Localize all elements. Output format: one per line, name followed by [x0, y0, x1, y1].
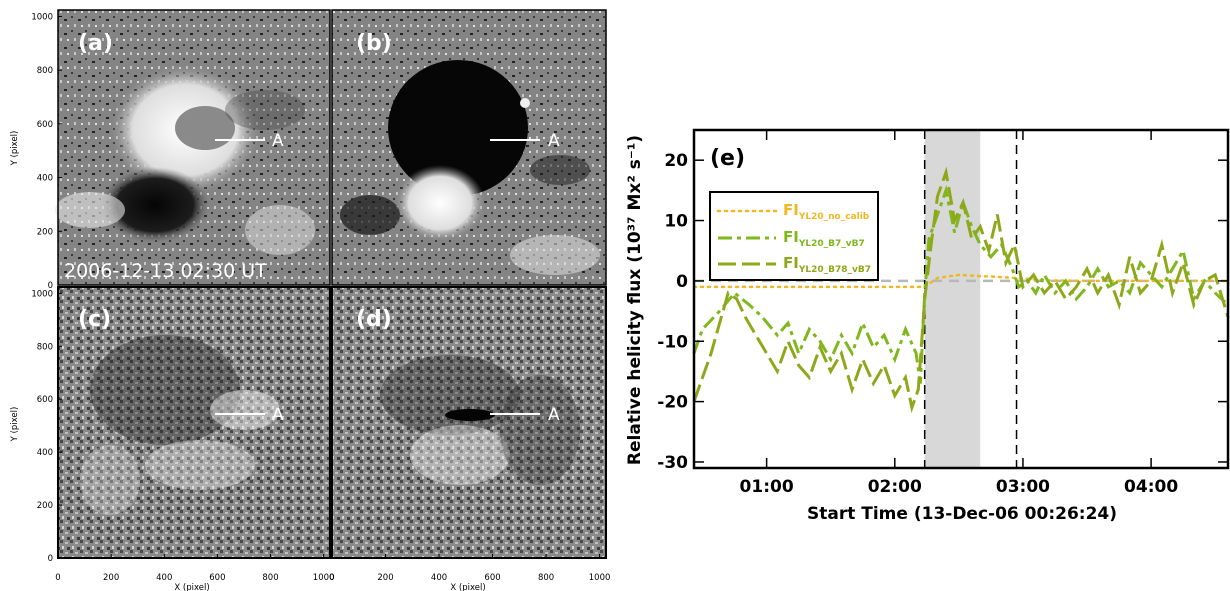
series-layer	[692, 166, 1230, 414]
plot-frame	[692, 128, 1230, 470]
panel-c: A (c)	[57, 286, 331, 559]
positive-polarity-region	[395, 165, 485, 241]
map-y-tick-label: 200	[37, 501, 53, 511]
map-x-tick-label: 200	[103, 573, 119, 583]
negative-polarity-region	[100, 167, 210, 243]
series-line-yl20-b7-vb7	[692, 184, 1230, 384]
map-x-tick-label: 800	[262, 573, 278, 583]
map-y-tick-label: 1000	[31, 289, 53, 299]
y-tick-label: 0	[676, 272, 688, 292]
panel-tag: (e)	[710, 146, 745, 171]
series-line-yl20-b78-vb7	[692, 166, 1230, 414]
map-x-tick-label: 600	[209, 573, 225, 583]
timestamp-label: 2006-12-13 02:30 UT	[64, 260, 267, 282]
map-y-tick-label: 800	[37, 66, 53, 76]
map-x-tick-label: 1000	[589, 573, 611, 583]
chart-ylabel: Relative helicity flux (10³⁷ Mx² s⁻¹)	[625, 135, 645, 465]
panel-a: A (a) 2006-12-13 02:30 UT	[55, 9, 331, 286]
y-tick-label: -20	[657, 393, 688, 413]
x-tick-label: 04:00	[1124, 477, 1178, 497]
map-x-tick-label: 800	[538, 573, 554, 583]
panel-d-image	[332, 287, 606, 558]
y-tick-label: -30	[657, 453, 688, 473]
legend-entry-no-calib: FIYL20_no_calib	[783, 201, 870, 222]
map-y-tick-label: 600	[37, 120, 53, 130]
helicity-chart: -30 -20 -10 0 10 20 01:00 02:00 03:00 04:00 (e) S…	[625, 128, 1230, 524]
map-xlabel-left: X (pixel)	[174, 583, 209, 591]
marker-A: A	[548, 405, 560, 425]
map-y-tick-label: 200	[37, 227, 53, 237]
panel-d: A (d)	[331, 286, 607, 559]
y-tick-label: 10	[664, 212, 688, 232]
chart-ticks: -30 -20 -10 0 10 20 01:00 02:00 03:00 04:00	[657, 130, 1228, 497]
map-x-tick-label: 200	[377, 573, 393, 583]
map-x-tick-label: 1000	[313, 573, 335, 583]
y-tick-label: 20	[664, 151, 688, 171]
legend-entry-b7: FIYL20_B7_vB7	[783, 228, 865, 249]
map-x-tick-label: 400	[431, 573, 447, 583]
map-x-tick-label: 400	[156, 573, 172, 583]
map-y-tick-label: 400	[37, 174, 53, 184]
map-y-tick-label: 600	[37, 395, 53, 405]
marker-A: A	[272, 405, 284, 425]
panel-tag: (d)	[356, 307, 392, 332]
map-ylabel-top: Y (pixel)	[10, 131, 20, 167]
map-y-tick-label: 0	[48, 554, 53, 564]
map-x-tick-label: 600	[484, 573, 500, 583]
map-y-tick-label: 0	[48, 281, 53, 291]
x-tick-label: 02:00	[868, 477, 922, 497]
map-xlabel-right: X (pixel)	[450, 583, 485, 591]
x-tick-label: 01:00	[740, 477, 794, 497]
marker-A: A	[272, 131, 284, 151]
map-ylabel-bottom: Y (pixel)	[10, 407, 20, 443]
panel-tag: (c)	[78, 307, 111, 332]
panel-tag: (a)	[78, 31, 113, 56]
series-line-yl20-no-calib	[692, 273, 1230, 289]
marker-A: A	[548, 131, 560, 151]
map-x-tick-label: 0	[55, 573, 60, 583]
legend-box	[709, 191, 879, 281]
negative-polarity-region	[388, 60, 528, 196]
panel-c-image	[58, 287, 330, 558]
panel-b: A (b)	[331, 9, 607, 286]
map-y-tick-label: 800	[37, 342, 53, 352]
map-y-tick-label: 400	[37, 448, 53, 458]
panel-tag: (b)	[356, 31, 392, 56]
x-tick-label: 03:00	[996, 477, 1050, 497]
map-x-tick-label: 0	[329, 573, 334, 583]
y-tick-label: -10	[657, 332, 688, 352]
legend: FIYL20_no_calib FIYL20_B7_vB7 FIYL20_B78…	[709, 191, 879, 281]
legend-entry-b78: FIYL20_B78_vB7	[783, 254, 871, 275]
chart-xlabel: Start Time (13-Dec-06 00:26:24)	[807, 504, 1117, 524]
shaded-interval	[924, 130, 981, 468]
map-y-tick-label: 1000	[31, 12, 53, 22]
